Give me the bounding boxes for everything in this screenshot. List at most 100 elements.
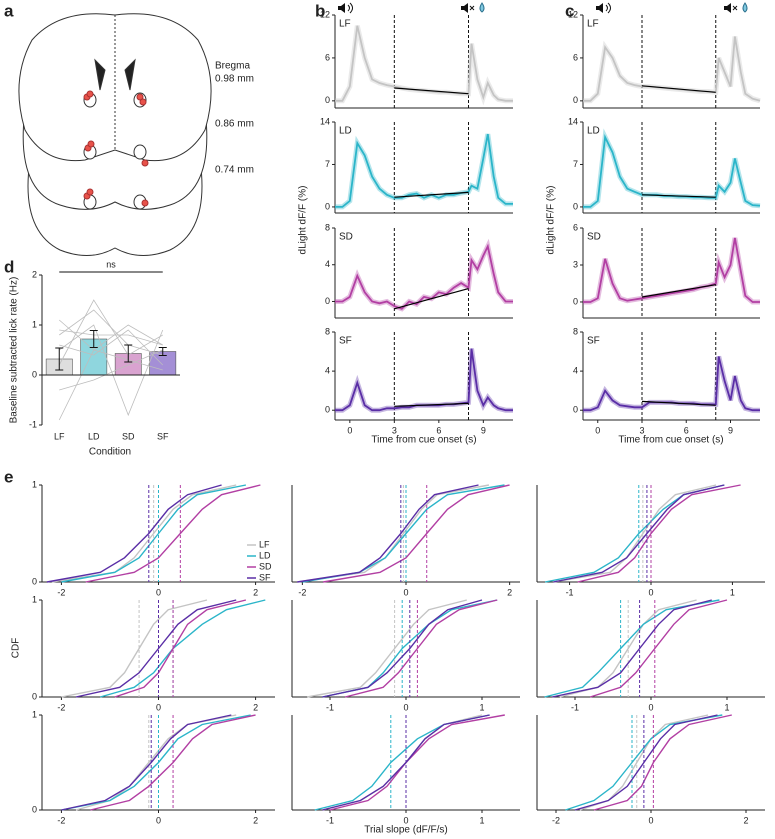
cdf-line: [577, 484, 741, 583]
cdf-line: [574, 714, 718, 811]
y-tick-label: 7: [325, 159, 330, 169]
brain-atlas: [18, 13, 212, 256]
y-axis-label: dLight dF/F (%): [298, 186, 309, 255]
y-tick-label: 0: [325, 296, 330, 306]
plot-label: SF: [339, 336, 352, 347]
panel-label: b: [315, 1, 325, 20]
cdf-line: [307, 599, 467, 698]
y-tick-label: 0: [32, 691, 37, 701]
cdf-line: [314, 714, 490, 811]
error-bar: [158, 347, 167, 356]
x-tick-label: 1: [724, 702, 729, 712]
plot-label: LD: [587, 126, 600, 137]
cdf-line: [114, 599, 247, 698]
cdf-line: [544, 599, 720, 698]
line: [335, 25, 513, 102]
plot-label: SD: [587, 232, 601, 243]
x-tick-label: -2: [57, 587, 65, 597]
subject-line: [58, 349, 163, 421]
y-axis-label: CDF: [11, 638, 22, 659]
y-axis-label: Baseline subtracted lick rate (Hz): [9, 277, 20, 424]
plot-label: SD: [339, 232, 353, 243]
y-tick-label: 14: [568, 116, 578, 126]
cdf-line: [75, 599, 237, 698]
line: [641, 194, 716, 198]
subject-line: [59, 329, 163, 346]
y-tick-label: 0: [573, 201, 578, 211]
x-tick-label: -1: [566, 587, 574, 597]
line: [583, 237, 760, 303]
cdf-line: [345, 599, 498, 698]
line: [394, 402, 469, 407]
x-tick-label: 2: [253, 815, 258, 825]
x-tick-label: 6: [684, 425, 689, 435]
cdf-line: [553, 484, 725, 583]
y-tick-label: 0: [32, 369, 37, 379]
y-tick-label: 1: [32, 594, 37, 604]
x-tick-label: SD: [122, 431, 135, 441]
cdf-line: [297, 484, 479, 583]
x-tick-label: 1: [479, 702, 484, 712]
cdf-line: [51, 484, 237, 583]
cdf-line: [61, 599, 208, 698]
error-bar: [55, 347, 64, 371]
x-tick-label: 0: [648, 815, 653, 825]
y-tick-label: 0: [573, 296, 578, 306]
cdf-line: [85, 484, 261, 583]
x-tick-label: 0: [156, 815, 161, 825]
line: [394, 191, 469, 198]
x-tick-label: 0: [648, 702, 653, 712]
y-tick-label: 4: [573, 365, 578, 375]
error-bar: [124, 344, 133, 363]
y-tick-label: 2: [32, 269, 37, 279]
legend-label: LD: [259, 550, 271, 560]
x-tick-label: -2: [57, 702, 65, 712]
y-tick-label: 12: [320, 9, 330, 19]
x-tick-label: 0: [648, 587, 653, 597]
cdf-line: [75, 714, 237, 811]
y-tick-label: 8: [325, 326, 330, 336]
x-tick-label: -1: [326, 815, 334, 825]
y-tick-label: 4: [325, 259, 330, 269]
y-tick-label: 4: [325, 365, 330, 375]
cdf-line: [61, 484, 247, 583]
y-tick-label: 0: [325, 405, 330, 415]
x-tick-label: 0: [156, 587, 161, 597]
plot-label: SF: [587, 336, 600, 347]
y-tick-label: 0: [573, 405, 578, 415]
y-tick-label: 6: [325, 52, 330, 62]
x-tick-label: -1: [326, 702, 334, 712]
subject-line: [59, 329, 164, 366]
x-tick-label: 0: [156, 702, 161, 712]
x-axis-label: Trial slope (dF/F/s): [364, 825, 448, 836]
x-tick-label: 2: [743, 815, 748, 825]
y-tick-label: 6: [573, 222, 578, 232]
cdf-line: [552, 599, 712, 698]
legend-label: SF: [259, 572, 271, 582]
atlas-level: 0.86 mm: [215, 119, 254, 130]
y-tick-label: 6: [573, 52, 578, 62]
line: [641, 85, 716, 93]
line: [394, 288, 469, 310]
x-tick-label: SF: [157, 431, 169, 441]
x-tick-label: 3: [639, 425, 644, 435]
y-tick-label: 1: [32, 319, 37, 329]
cdf-line: [544, 484, 725, 583]
y-tick-label: 0: [32, 804, 37, 814]
atlas-level: 0.74 mm: [215, 165, 254, 176]
cdf-line: [61, 714, 251, 811]
cdf-line: [322, 714, 483, 811]
y-tick-label: 1: [32, 709, 37, 719]
legend-label: LF: [259, 539, 270, 549]
x-axis-label: Time from cue onset (s): [371, 435, 476, 446]
y-tick-label: 8: [325, 222, 330, 232]
cdf-line: [322, 484, 510, 583]
x-axis-label: Time from cue onset (s): [618, 435, 723, 446]
atlas-level: 0.98 mm: [215, 74, 254, 85]
x-tick-label: LD: [88, 431, 100, 441]
cdf-line: [589, 599, 728, 698]
x-tick-label: 1: [730, 587, 735, 597]
error-bar: [89, 330, 98, 348]
cdf-line: [553, 484, 717, 583]
